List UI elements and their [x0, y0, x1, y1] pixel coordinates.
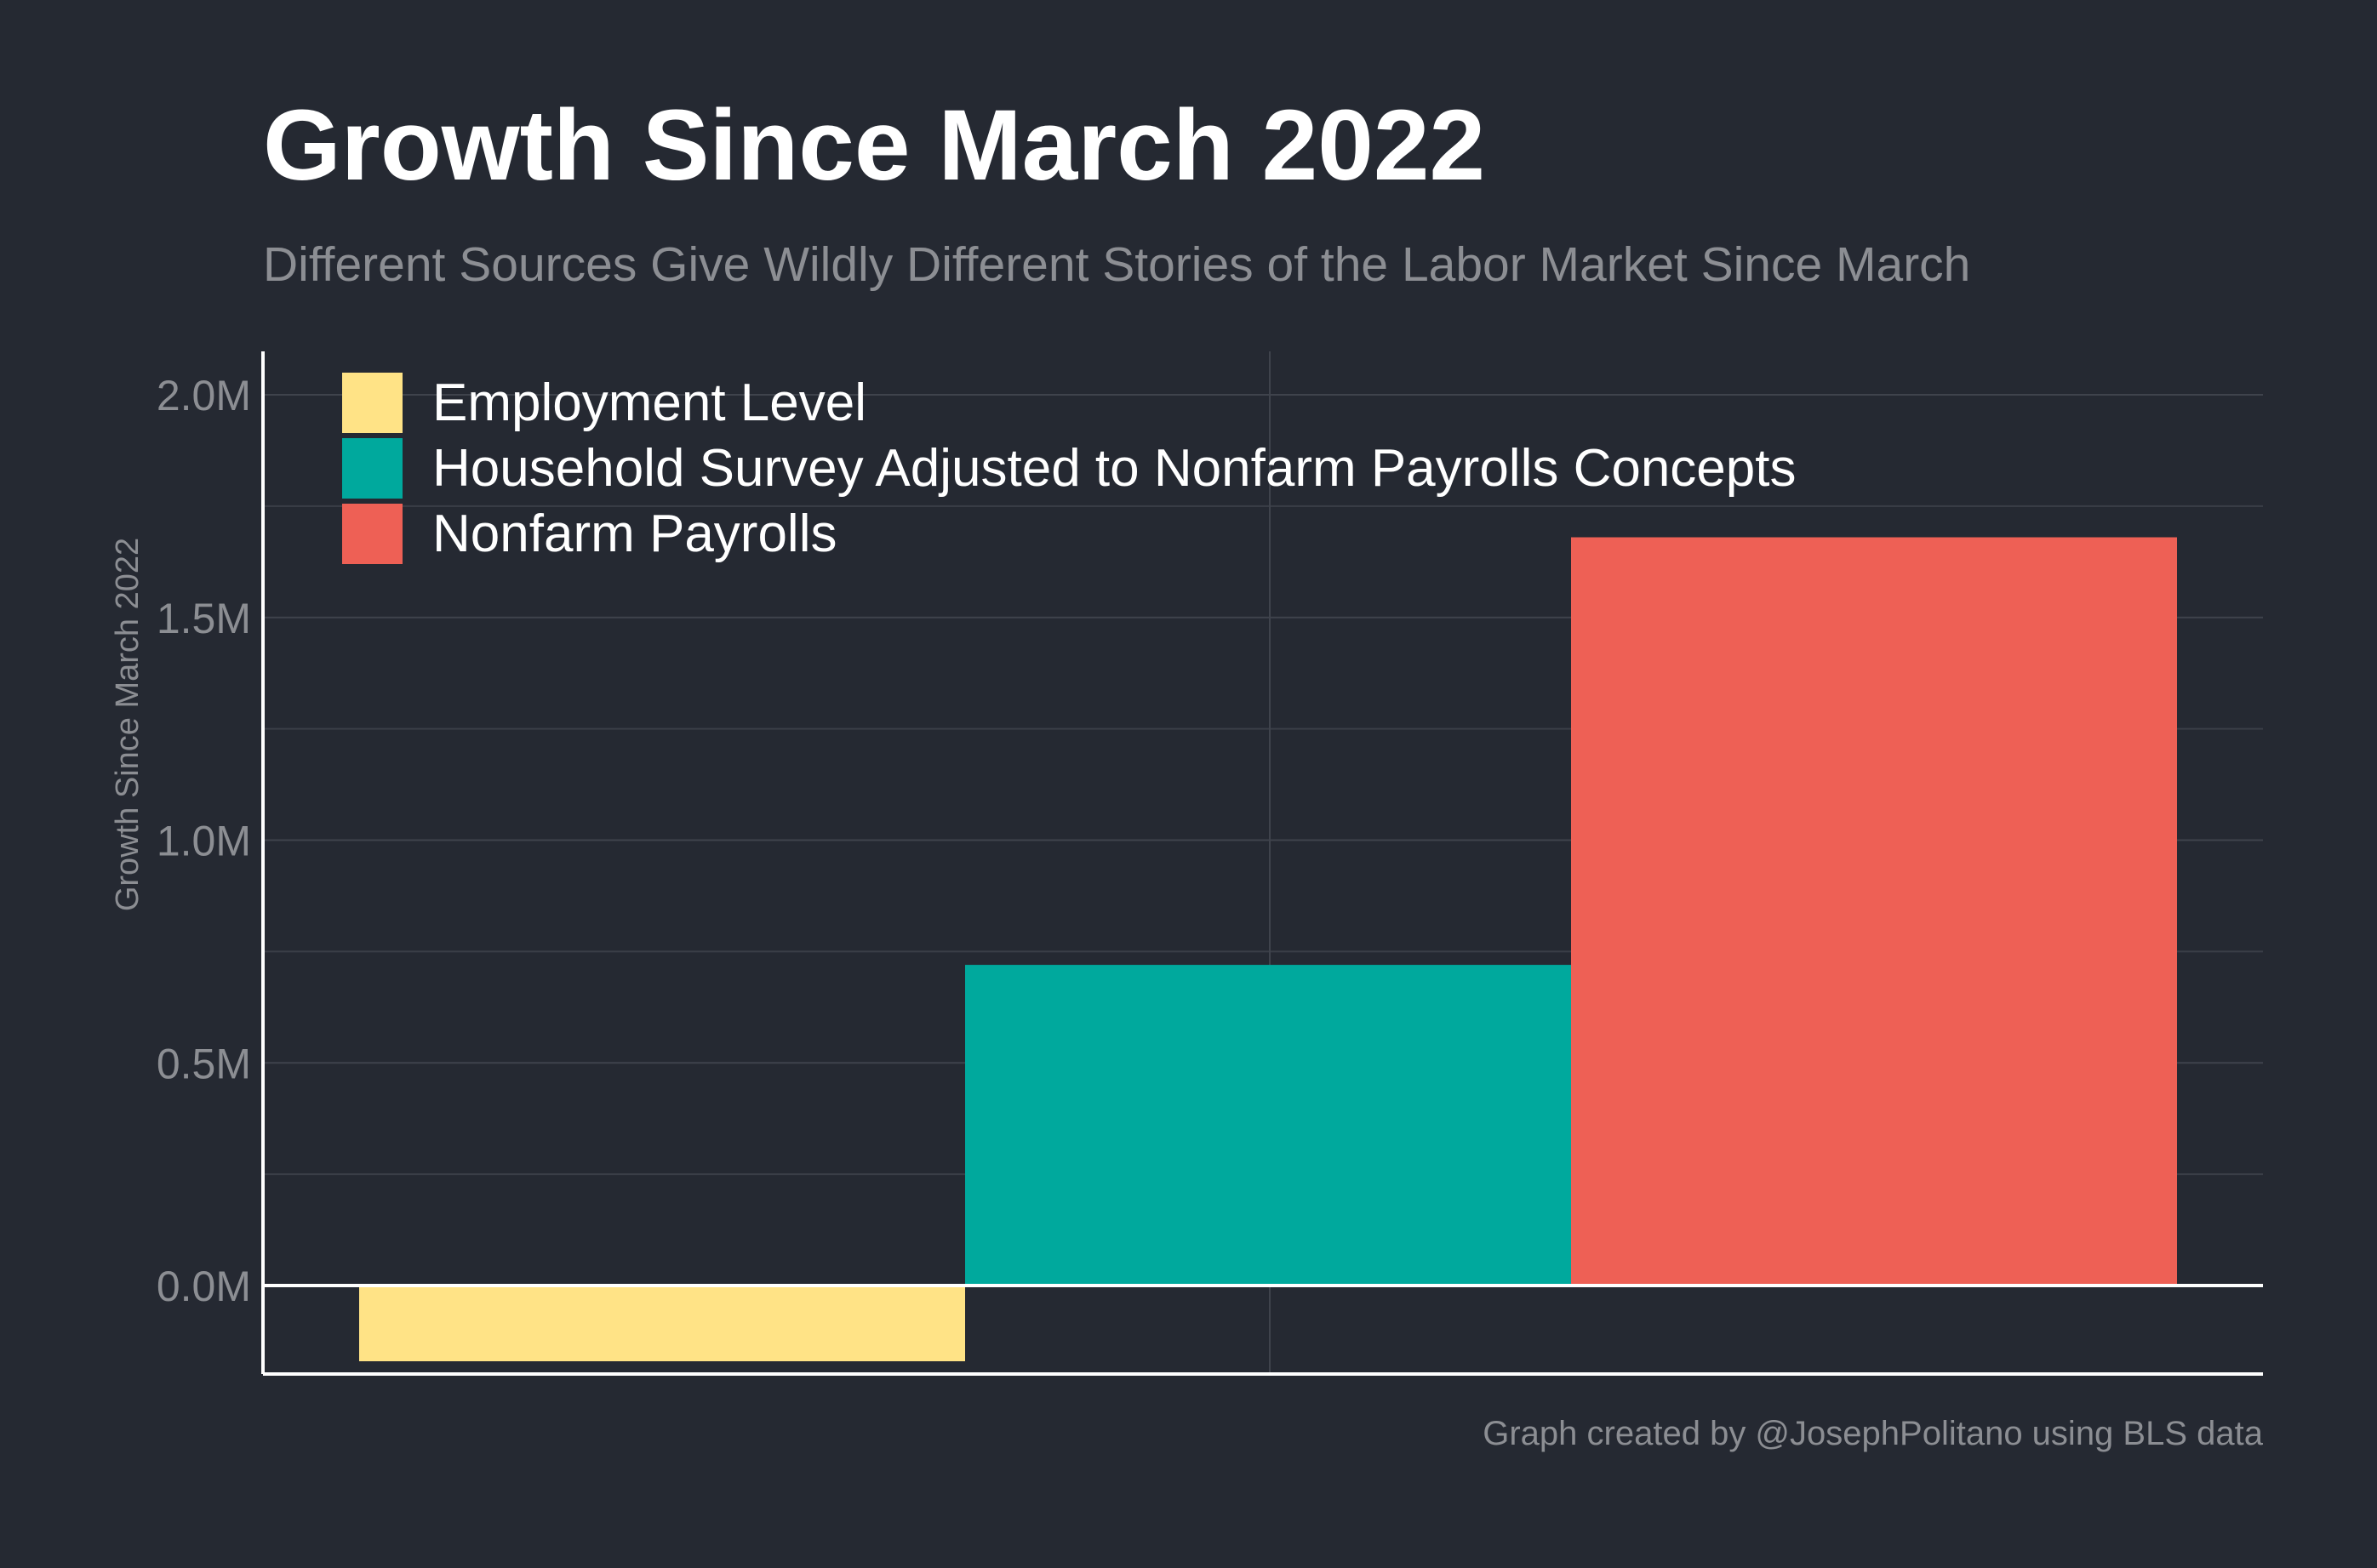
legend-swatch-employment-level [342, 373, 403, 433]
y-axis-title: Growth Since March 2022 [110, 538, 146, 911]
legend-label-employment-level: Employment Level [432, 373, 867, 432]
legend-item-employment-level: Employment Level [342, 370, 1797, 436]
bar-2 [1571, 537, 2177, 1286]
legend-label-nonfarm-payrolls: Nonfarm Payrolls [432, 504, 837, 563]
chart-title: Growth Since March 2022 [263, 89, 1486, 202]
legend-label-household-survey-adjusted: Household Survey Adjusted to Nonfarm Pay… [432, 438, 1797, 498]
bar-0 [359, 1286, 965, 1361]
bar-1 [965, 965, 1571, 1286]
chart-caption: Graph created by @JosephPolitano using B… [1483, 1415, 2263, 1452]
y-tick-label: 1.0M [157, 818, 251, 865]
legend-swatch-household-survey-adjusted [342, 438, 403, 499]
chart-subtitle: Different Sources Give Wildly Different … [263, 237, 1971, 292]
y-tick-label: 0.5M [157, 1040, 251, 1087]
legend-item-nonfarm-payrolls: Nonfarm Payrolls [342, 501, 1797, 567]
y-tick-label: 2.0M [157, 372, 251, 419]
chart-legend: Employment Level Household Survey Adjust… [342, 370, 1797, 567]
legend-item-household-survey-adjusted: Household Survey Adjusted to Nonfarm Pay… [342, 436, 1797, 501]
y-tick-label: 1.5M [157, 595, 251, 642]
y-tick-label: 0.0M [157, 1263, 251, 1310]
legend-swatch-nonfarm-payrolls [342, 504, 403, 564]
